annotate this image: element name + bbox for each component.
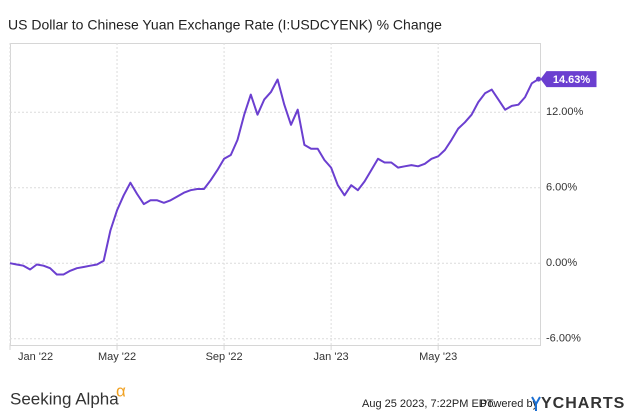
y-tick-label: -6.00% (546, 333, 581, 345)
line (9, 78, 540, 276)
chart-title: US Dollar to Chinese Yuan Exchange Rate … (8, 17, 442, 33)
powered-by: Powered by (480, 398, 539, 410)
x-tick-label: Jan '23 (314, 351, 349, 363)
grid (9, 43, 540, 345)
last-value-label: 14.63% (553, 74, 591, 86)
brand: Seeking Alpha (10, 389, 119, 408)
x-tick-label: May '23 (419, 351, 457, 363)
y-tick-label: 6.00% (546, 182, 577, 194)
provider-logo (531, 396, 541, 411)
last-point (536, 76, 542, 82)
brand-mark: α (116, 381, 126, 400)
last-label-box (540, 71, 597, 88)
y-tick-label: 12.00% (546, 106, 584, 118)
x-tick-label: Jan '22 (18, 351, 53, 363)
x-tick-label: May '22 (98, 351, 136, 363)
provider: YCHARTS (541, 395, 625, 412)
plot-border (10, 43, 541, 346)
timestamp: Aug 25 2023, 7:22PM EDT. (362, 398, 495, 410)
marks: 14.63% (9, 71, 597, 276)
y-tick-label: 0.00% (546, 257, 577, 269)
x-tick-label: Sep '22 (206, 351, 243, 363)
